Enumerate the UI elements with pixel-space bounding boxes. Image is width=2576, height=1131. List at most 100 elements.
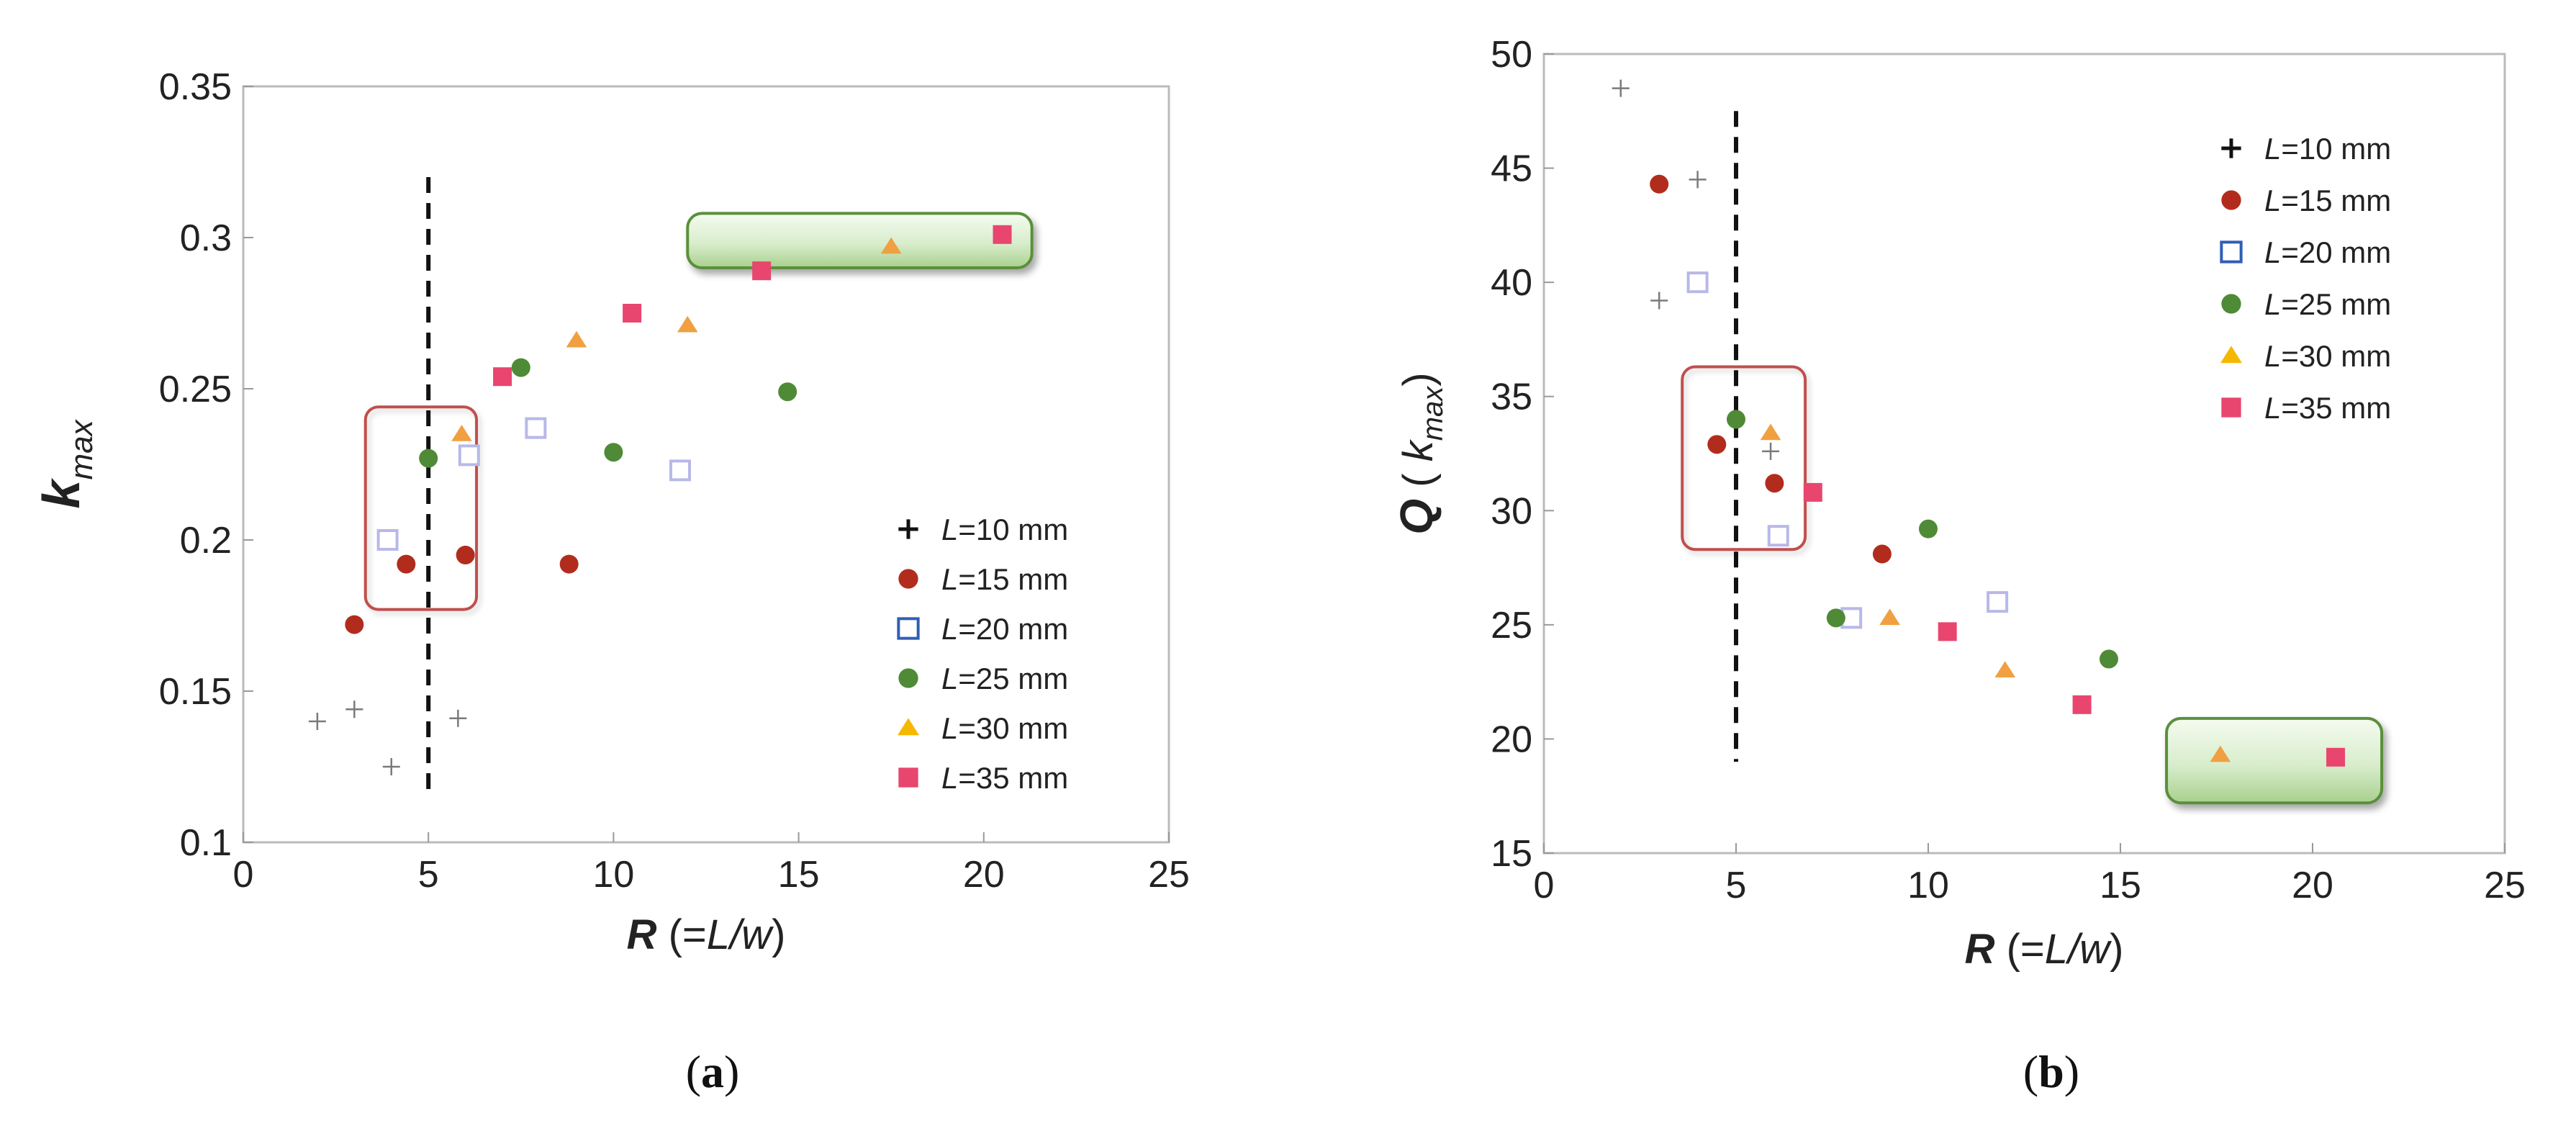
panel-b-plot-frame bbox=[1542, 53, 2506, 855]
y-tick-label: 50 bbox=[1491, 34, 1532, 76]
data-point-l-15-mm bbox=[1650, 174, 1669, 194]
panel-b-x-ticks: 0 5 10 15 20 25 bbox=[1534, 843, 2526, 906]
y-tick-label: 35 bbox=[1491, 377, 1532, 418]
data-point-l-30-mm bbox=[2210, 745, 2231, 762]
x-tick-label: 20 bbox=[963, 854, 1005, 896]
legend-label-l-35-mm: L=35 mm bbox=[2264, 391, 2391, 425]
data-point-l-25-mm bbox=[1919, 519, 1938, 539]
legend-label-l-30-mm: L=30 mm bbox=[2264, 339, 2391, 373]
panel-b-chart: 0 5 10 15 20 25 15 20 25 30 35 40 45 50 R (=L/w) Q (… bbox=[1391, 34, 2526, 1097]
data-point-l-35-mm bbox=[2072, 695, 2092, 714]
x-tick-label: 10 bbox=[592, 854, 634, 896]
data-point-l-10-mm bbox=[345, 700, 363, 718]
data-point-l-10-mm bbox=[308, 713, 326, 730]
data-point-l-10-mm bbox=[1612, 79, 1630, 97]
x-tick-label: 15 bbox=[2100, 865, 2141, 906]
legend-marker-l-25-mm bbox=[2221, 294, 2241, 314]
legend-label-l-10-mm: L=10 mm bbox=[941, 513, 1068, 546]
legend-marker-l-30-mm bbox=[897, 718, 920, 736]
panel-b-data-points bbox=[1612, 79, 2346, 767]
data-point-l-25-mm bbox=[778, 382, 797, 402]
data-point-l-25-mm bbox=[511, 358, 530, 377]
data-point-l-15-mm bbox=[345, 615, 364, 634]
data-point-l-15-mm bbox=[1765, 474, 1784, 493]
legend-label-l-35-mm: L=35 mm bbox=[941, 761, 1068, 795]
data-point-l-25-mm bbox=[419, 449, 438, 468]
y-tick-label: 0.25 bbox=[159, 369, 232, 410]
panel-a-data-points bbox=[308, 225, 1012, 775]
legend-marker-l-10-mm bbox=[2221, 138, 2241, 158]
data-point-l-30-mm bbox=[566, 330, 587, 348]
x-tick-label: 5 bbox=[1726, 865, 1747, 906]
legend-label-l-15-mm: L=15 mm bbox=[2264, 184, 2391, 217]
panel-a-legend: L=10 mm L=15 mm L=20 mm L=25 mm L=30 mm L=35 … bbox=[897, 513, 1068, 795]
legend-label-l-25-mm: L=25 mm bbox=[2264, 287, 2391, 321]
panel-a-x-ticks: 0 5 10 15 20 25 bbox=[233, 832, 1190, 896]
data-point-l-20-mm bbox=[525, 417, 547, 439]
x-tick-label: 20 bbox=[2292, 865, 2333, 906]
x-tick-label: 5 bbox=[418, 854, 439, 896]
red-highlight-box bbox=[363, 405, 479, 611]
data-point-l-10-mm bbox=[1689, 171, 1707, 189]
data-point-l-30-mm bbox=[880, 237, 902, 254]
y-tick-label: 0.3 bbox=[180, 217, 232, 259]
x-tick-label: 25 bbox=[1148, 854, 1190, 896]
panel-a-x-axis-title: R (=L/w) bbox=[627, 911, 786, 958]
data-point-l-20-mm bbox=[1767, 525, 1789, 547]
y-tick-label: 25 bbox=[1491, 605, 1532, 646]
data-point-l-20-mm bbox=[376, 529, 399, 551]
panel-b-caption: (b) bbox=[2023, 1046, 2079, 1097]
panel-a-y-axis-title: kmax bbox=[33, 418, 99, 508]
panel-a-plot-frame bbox=[242, 85, 1170, 844]
y-tick-label: 0.1 bbox=[180, 822, 232, 864]
legend-label-l-20-mm: L=20 mm bbox=[2264, 235, 2391, 269]
data-point-l-15-mm bbox=[397, 554, 416, 574]
panel-b-highlight-boxes bbox=[1681, 365, 2384, 805]
legend-marker-l-15-mm bbox=[898, 569, 918, 589]
legend-label-l-10-mm: L=10 mm bbox=[2264, 132, 2391, 166]
x-tick-label: 0 bbox=[1534, 865, 1555, 906]
data-point-l-20-mm bbox=[1686, 271, 1709, 294]
data-point-l-25-mm bbox=[2099, 649, 2118, 669]
panel-a-chart: 0 5 10 15 20 25 0.1 0.15 0.2 0.25 0.3 0.35 R (=L/w… bbox=[33, 66, 1190, 1097]
data-point-l-15-mm bbox=[1872, 544, 1892, 564]
y-tick-label: 45 bbox=[1491, 148, 1532, 190]
legend-label-l-25-mm: L=25 mm bbox=[941, 662, 1068, 695]
data-point-l-25-mm bbox=[604, 443, 623, 462]
data-point-l-15-mm bbox=[456, 546, 475, 564]
legend-marker-l-20-mm bbox=[2220, 240, 2243, 263]
data-point-l-35-mm bbox=[1803, 482, 1822, 502]
panel-b-y-axis-title: Q ( kmax) bbox=[1391, 372, 1449, 534]
y-tick-label: 0.2 bbox=[180, 520, 232, 562]
legend-marker-l-35-mm bbox=[2221, 397, 2241, 418]
data-point-l-35-mm bbox=[752, 261, 772, 281]
data-point-l-20-mm bbox=[669, 459, 691, 482]
data-point-l-10-mm bbox=[1762, 442, 1780, 460]
x-tick-label: 25 bbox=[2484, 865, 2526, 906]
legend-marker-l-30-mm bbox=[2220, 346, 2243, 364]
panel-a-y-ticks: 0.1 0.15 0.2 0.25 0.3 0.35 bbox=[159, 66, 253, 864]
y-tick-label: 0.35 bbox=[159, 66, 232, 108]
x-tick-label: 0 bbox=[233, 854, 254, 896]
data-point-l-30-mm bbox=[1994, 661, 2016, 678]
panel-a-caption: (a) bbox=[686, 1046, 740, 1097]
data-point-l-35-mm bbox=[493, 367, 512, 387]
data-point-l-30-mm bbox=[1879, 608, 1900, 626]
data-point-l-20-mm bbox=[1987, 591, 2009, 613]
y-tick-label: 30 bbox=[1491, 490, 1532, 532]
data-point-l-20-mm bbox=[458, 444, 480, 467]
green-highlight-box bbox=[2165, 716, 2384, 805]
legend-marker-l-20-mm bbox=[897, 617, 920, 640]
data-point-l-35-mm bbox=[993, 225, 1012, 244]
legend-label-l-30-mm: L=30 mm bbox=[941, 711, 1068, 745]
green-highlight-box bbox=[686, 212, 1034, 269]
y-tick-label: 15 bbox=[1491, 833, 1532, 875]
legend-marker-l-35-mm bbox=[898, 767, 918, 788]
panel-b-x-axis-title: R (=L/w) bbox=[1965, 926, 2124, 973]
data-point-l-10-mm bbox=[382, 758, 400, 775]
panel-b-legend: L=10 mm L=15 mm L=20 mm L=25 mm L=30 mm L=35 … bbox=[2220, 132, 2391, 425]
data-point-l-25-mm bbox=[1826, 608, 1845, 628]
y-tick-label: 20 bbox=[1491, 718, 1532, 760]
x-tick-label: 10 bbox=[1907, 865, 1949, 906]
